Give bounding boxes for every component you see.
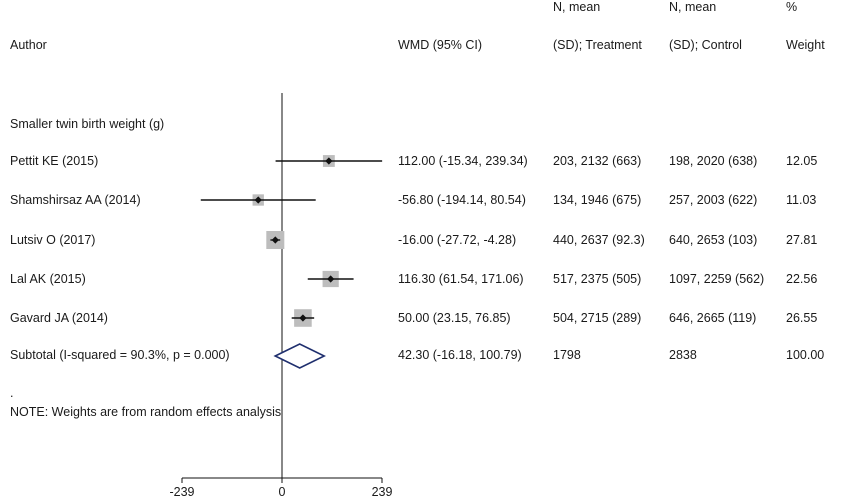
point-estimate [299,314,307,322]
subtotal-weight: 100.00 [786,348,825,362]
study-author: Shamshirsaz AA (2014) [10,193,141,207]
subtotal-diamond [273,343,326,369]
study-weight: 27.81 [786,233,818,247]
x-tick-label: -239 [169,485,194,499]
study-treatment: 203, 2132 (663) [553,154,642,168]
header-wmd: WMD (95% CI) [398,38,483,52]
study-control: 198, 2020 (638) [669,154,758,168]
point-estimate [325,157,333,165]
header-weight-line1: % [786,0,798,14]
study-wmd: 50.00 (23.15, 76.85) [398,311,511,325]
section-label: Smaller twin birth weight (g) [10,117,165,131]
study-author: Gavard JA (2014) [10,311,108,325]
note-text: NOTE: Weights are from random effects an… [10,405,282,419]
study-author: Lutsiv O (2017) [10,233,96,247]
study-author: Pettit KE (2015) [10,154,99,168]
study-weight: 26.55 [786,311,818,325]
study-wmd: -56.80 (-194.14, 80.54) [398,193,526,207]
header-control-line2: (SD); Control [669,38,742,52]
study-weight: 12.05 [786,154,818,168]
study-weight: 22.56 [786,272,818,286]
study-treatment: 517, 2375 (505) [553,272,642,286]
subtotal-control: 2838 [669,348,697,362]
study-control: 646, 2665 (119) [669,311,757,325]
header-treatment-line2: (SD); Treatment [553,38,642,52]
header-control-line1: N, mean [669,0,717,14]
note-dot: . [10,386,14,400]
point-estimate [327,275,335,283]
x-tick-label: 239 [372,485,393,499]
study-control: 1097, 2259 (562) [669,272,765,286]
study-treatment: 504, 2715 (289) [553,311,642,325]
study-author: Lal AK (2015) [10,272,86,286]
study-treatment: 440, 2637 (92.3) [553,233,645,247]
study-control: 257, 2003 (622) [669,193,758,207]
study-treatment: 134, 1946 (675) [553,193,642,207]
header-treatment-line1: N, mean [553,0,601,14]
point-estimate [271,236,279,244]
study-wmd: 116.30 (61.54, 171.06) [398,272,524,286]
study-weight: 11.03 [786,193,817,207]
x-tick-label: 0 [279,485,286,499]
study-wmd: -16.00 (-27.72, -4.28) [398,233,517,247]
point-estimate [254,196,262,204]
header-author: Author [10,38,47,52]
subtotal-treatment: 1798 [553,348,581,362]
study-control: 640, 2653 (103) [669,233,758,247]
header-weight-line2: Weight [786,38,825,52]
subtotal-label: Subtotal (I-squared = 90.3%, p = 0.000) [10,348,230,362]
study-wmd: 112.00 (-15.34, 239.34) [398,154,528,168]
subtotal-wmd: 42.30 (-16.18, 100.79) [398,348,522,362]
